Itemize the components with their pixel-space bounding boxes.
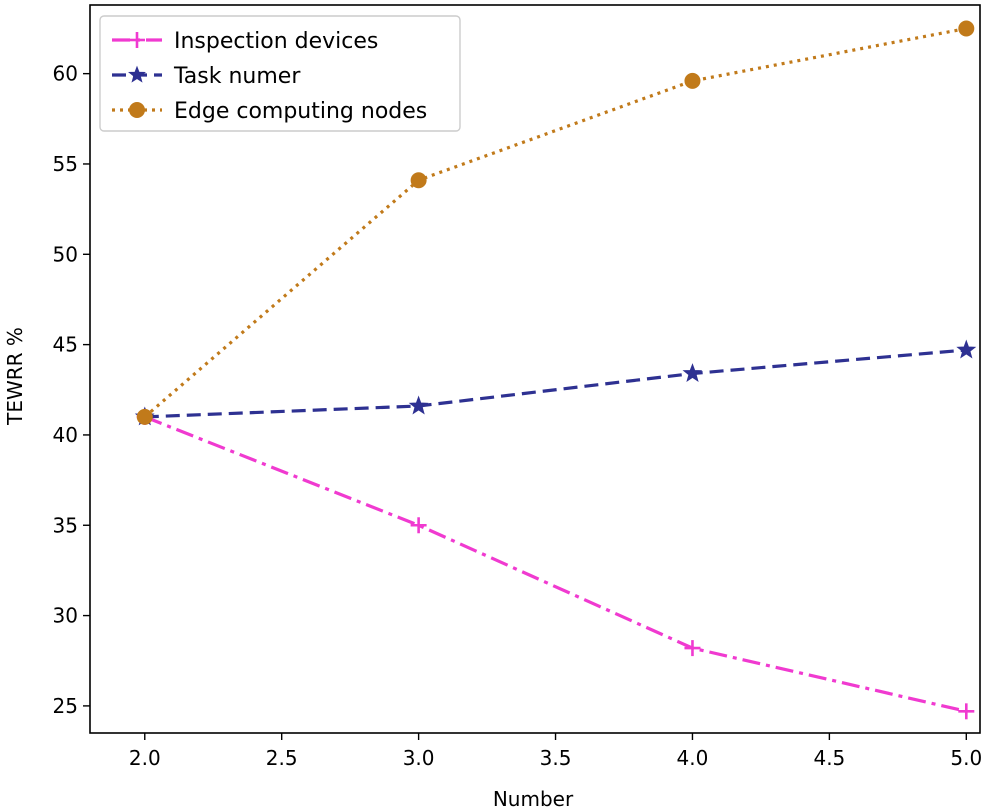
series-line [144,348,967,419]
circle-marker [410,172,427,189]
x-tick-label: 4.5 [813,746,845,770]
y-tick-label: 30 [53,604,78,628]
series-edge-computing-nodes [136,20,975,425]
axes: 2.0 2.5 3.0 3.5 4.0 4.5 5.0 25 30 35 40 45 50 55 60 [53,4,982,770]
circle-marker [684,72,701,89]
legend-label: Task numer [173,64,301,89]
plot-frame [89,4,981,734]
x-tick-label: 5.0 [950,746,982,770]
circle-marker [958,20,975,37]
star-marker [128,65,146,83]
y-tick-label: 25 [53,694,78,718]
plus-marker [958,703,975,720]
y-tick-label: 45 [53,333,78,357]
circle-marker [136,408,153,425]
y-axis-label: TEWRR % [3,327,27,426]
x-tick-label: 3.5 [540,746,572,770]
x-tick-label: 2.0 [129,746,161,770]
plus-marker [684,640,701,657]
legend-box [99,15,461,132]
series-line [143,26,967,419]
series-inspection-devices [136,408,975,720]
legend-label: Edge computing nodes [174,99,427,124]
plus-marker [129,32,145,48]
star-marker [956,339,977,359]
series-layer [134,20,977,720]
y-tick-label: 40 [53,423,78,447]
legend-item: Edge computing nodes [112,99,427,124]
y-tick-label: 50 [53,242,78,266]
legend-label: Inspection devices [174,29,378,54]
y-tick-label: 55 [53,152,78,176]
y-tick-label: 35 [53,513,78,537]
x-axis-label: Number [493,787,574,810]
series-line [144,415,967,713]
x-tick-label: 4.0 [677,746,709,770]
legend: Inspection devices Task numer Edge computi… [99,15,461,132]
legend-item: Inspection devices [112,29,378,54]
star-marker [408,395,429,415]
y-tick-label: 60 [53,62,78,86]
series-task-numer [134,339,977,426]
x-tick-label: 2.5 [266,746,298,770]
x-tick-label: 3.0 [403,746,435,770]
star-marker [682,363,703,382]
legend-item: Task numer [112,64,301,89]
plus-marker [410,517,427,534]
circle-marker [129,102,145,118]
